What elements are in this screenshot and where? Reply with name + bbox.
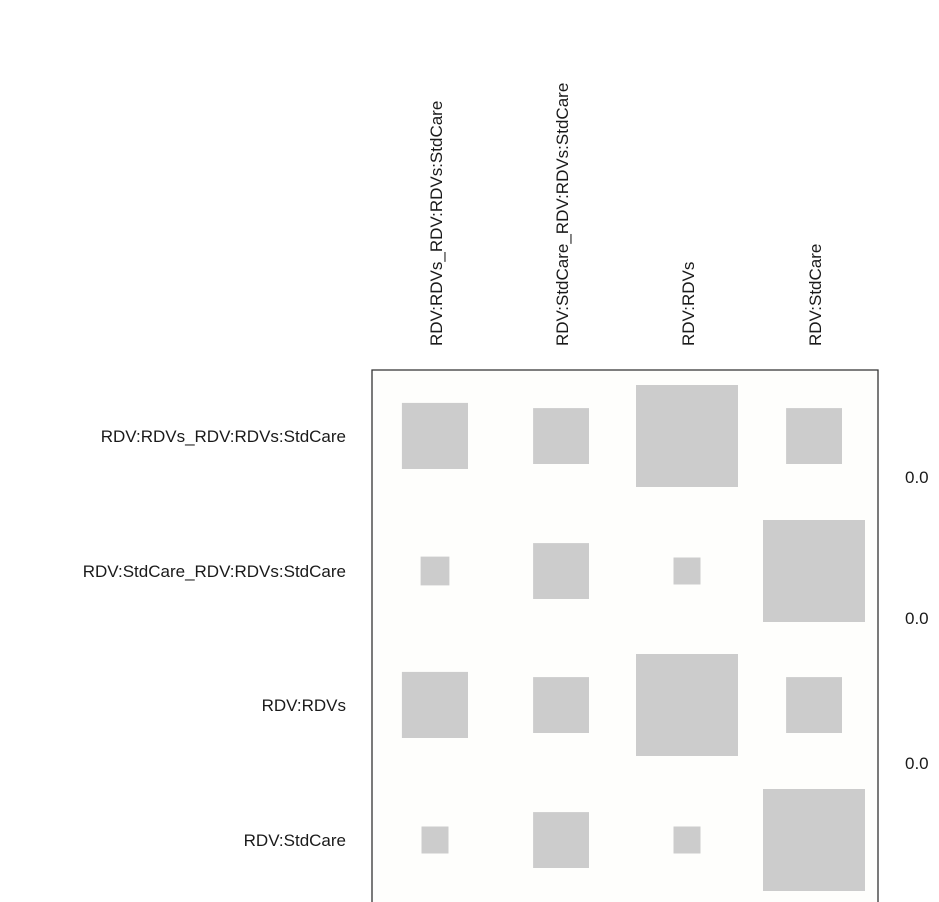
heatmap-cell-r4-c4	[763, 789, 865, 891]
row-label: RDV:StdCare	[244, 831, 346, 850]
row-label: RDV:StdCare_RDV:RDVs:StdCare	[83, 562, 346, 581]
column-label: RDV:RDVs	[679, 262, 698, 346]
heatmap-cell-r1-c4	[786, 408, 842, 464]
heatmap-cell-r4-c2	[533, 812, 589, 868]
column-label: RDV:RDVs_RDV:RDVs:StdCare	[427, 101, 446, 346]
heatmap-cell-r3-c1	[401, 671, 468, 738]
column-label: RDV:StdCare_RDV:RDVs:StdCare	[553, 83, 572, 346]
heatmap-cell-r4-c3	[673, 826, 701, 854]
heatmap-cell-r3-c3	[636, 654, 738, 756]
legend-tick-label: 0.0	[905, 468, 929, 487]
heatmap-cell-r2-c4	[763, 520, 865, 622]
heatmap-cell-r2-c1	[420, 556, 450, 586]
legend-tick-labels: 0.0 0.0 0.0	[905, 468, 929, 773]
legend-tick-label: 0.0	[905, 754, 929, 773]
heatmap-cell-r2-c3	[673, 557, 701, 585]
column-label: RDV:StdCare	[806, 244, 825, 346]
squares-layer	[401, 385, 865, 891]
heatmap-cell-r1-c1	[401, 402, 468, 469]
heatmap-cell-r4-c1	[421, 826, 449, 854]
row-label: RDV:RDVs_RDV:RDVs:StdCare	[101, 427, 346, 446]
panel-frame	[371, 369, 879, 902]
heatmap-cell-r1-c3	[636, 385, 738, 487]
row-labels: RDV:RDVs_RDV:RDVs:StdCare RDV:StdCare_RDV…	[83, 427, 346, 850]
legend-tick-label: 0.0	[905, 609, 929, 628]
heatmap-cell-r2-c2	[533, 543, 589, 599]
heatmap-cell-r1-c2	[533, 408, 589, 464]
heatmap-cell-r3-c4	[786, 677, 842, 733]
row-label: RDV:RDVs	[262, 696, 346, 715]
column-labels: RDV:RDVs_RDV:RDVs:StdCare RDV:StdCare_RDV…	[427, 83, 825, 346]
heatmap-cell-r3-c2	[533, 677, 589, 733]
